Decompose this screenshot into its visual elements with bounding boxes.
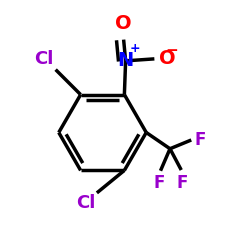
Text: −: − — [165, 43, 178, 58]
Text: F: F — [154, 174, 165, 192]
Text: Cl: Cl — [34, 50, 54, 68]
Text: Cl: Cl — [76, 194, 96, 212]
Text: +: + — [130, 42, 140, 55]
Text: F: F — [177, 174, 188, 192]
Text: O: O — [115, 14, 132, 32]
Text: N: N — [118, 51, 134, 70]
Text: O: O — [160, 49, 176, 68]
Text: F: F — [194, 131, 206, 149]
